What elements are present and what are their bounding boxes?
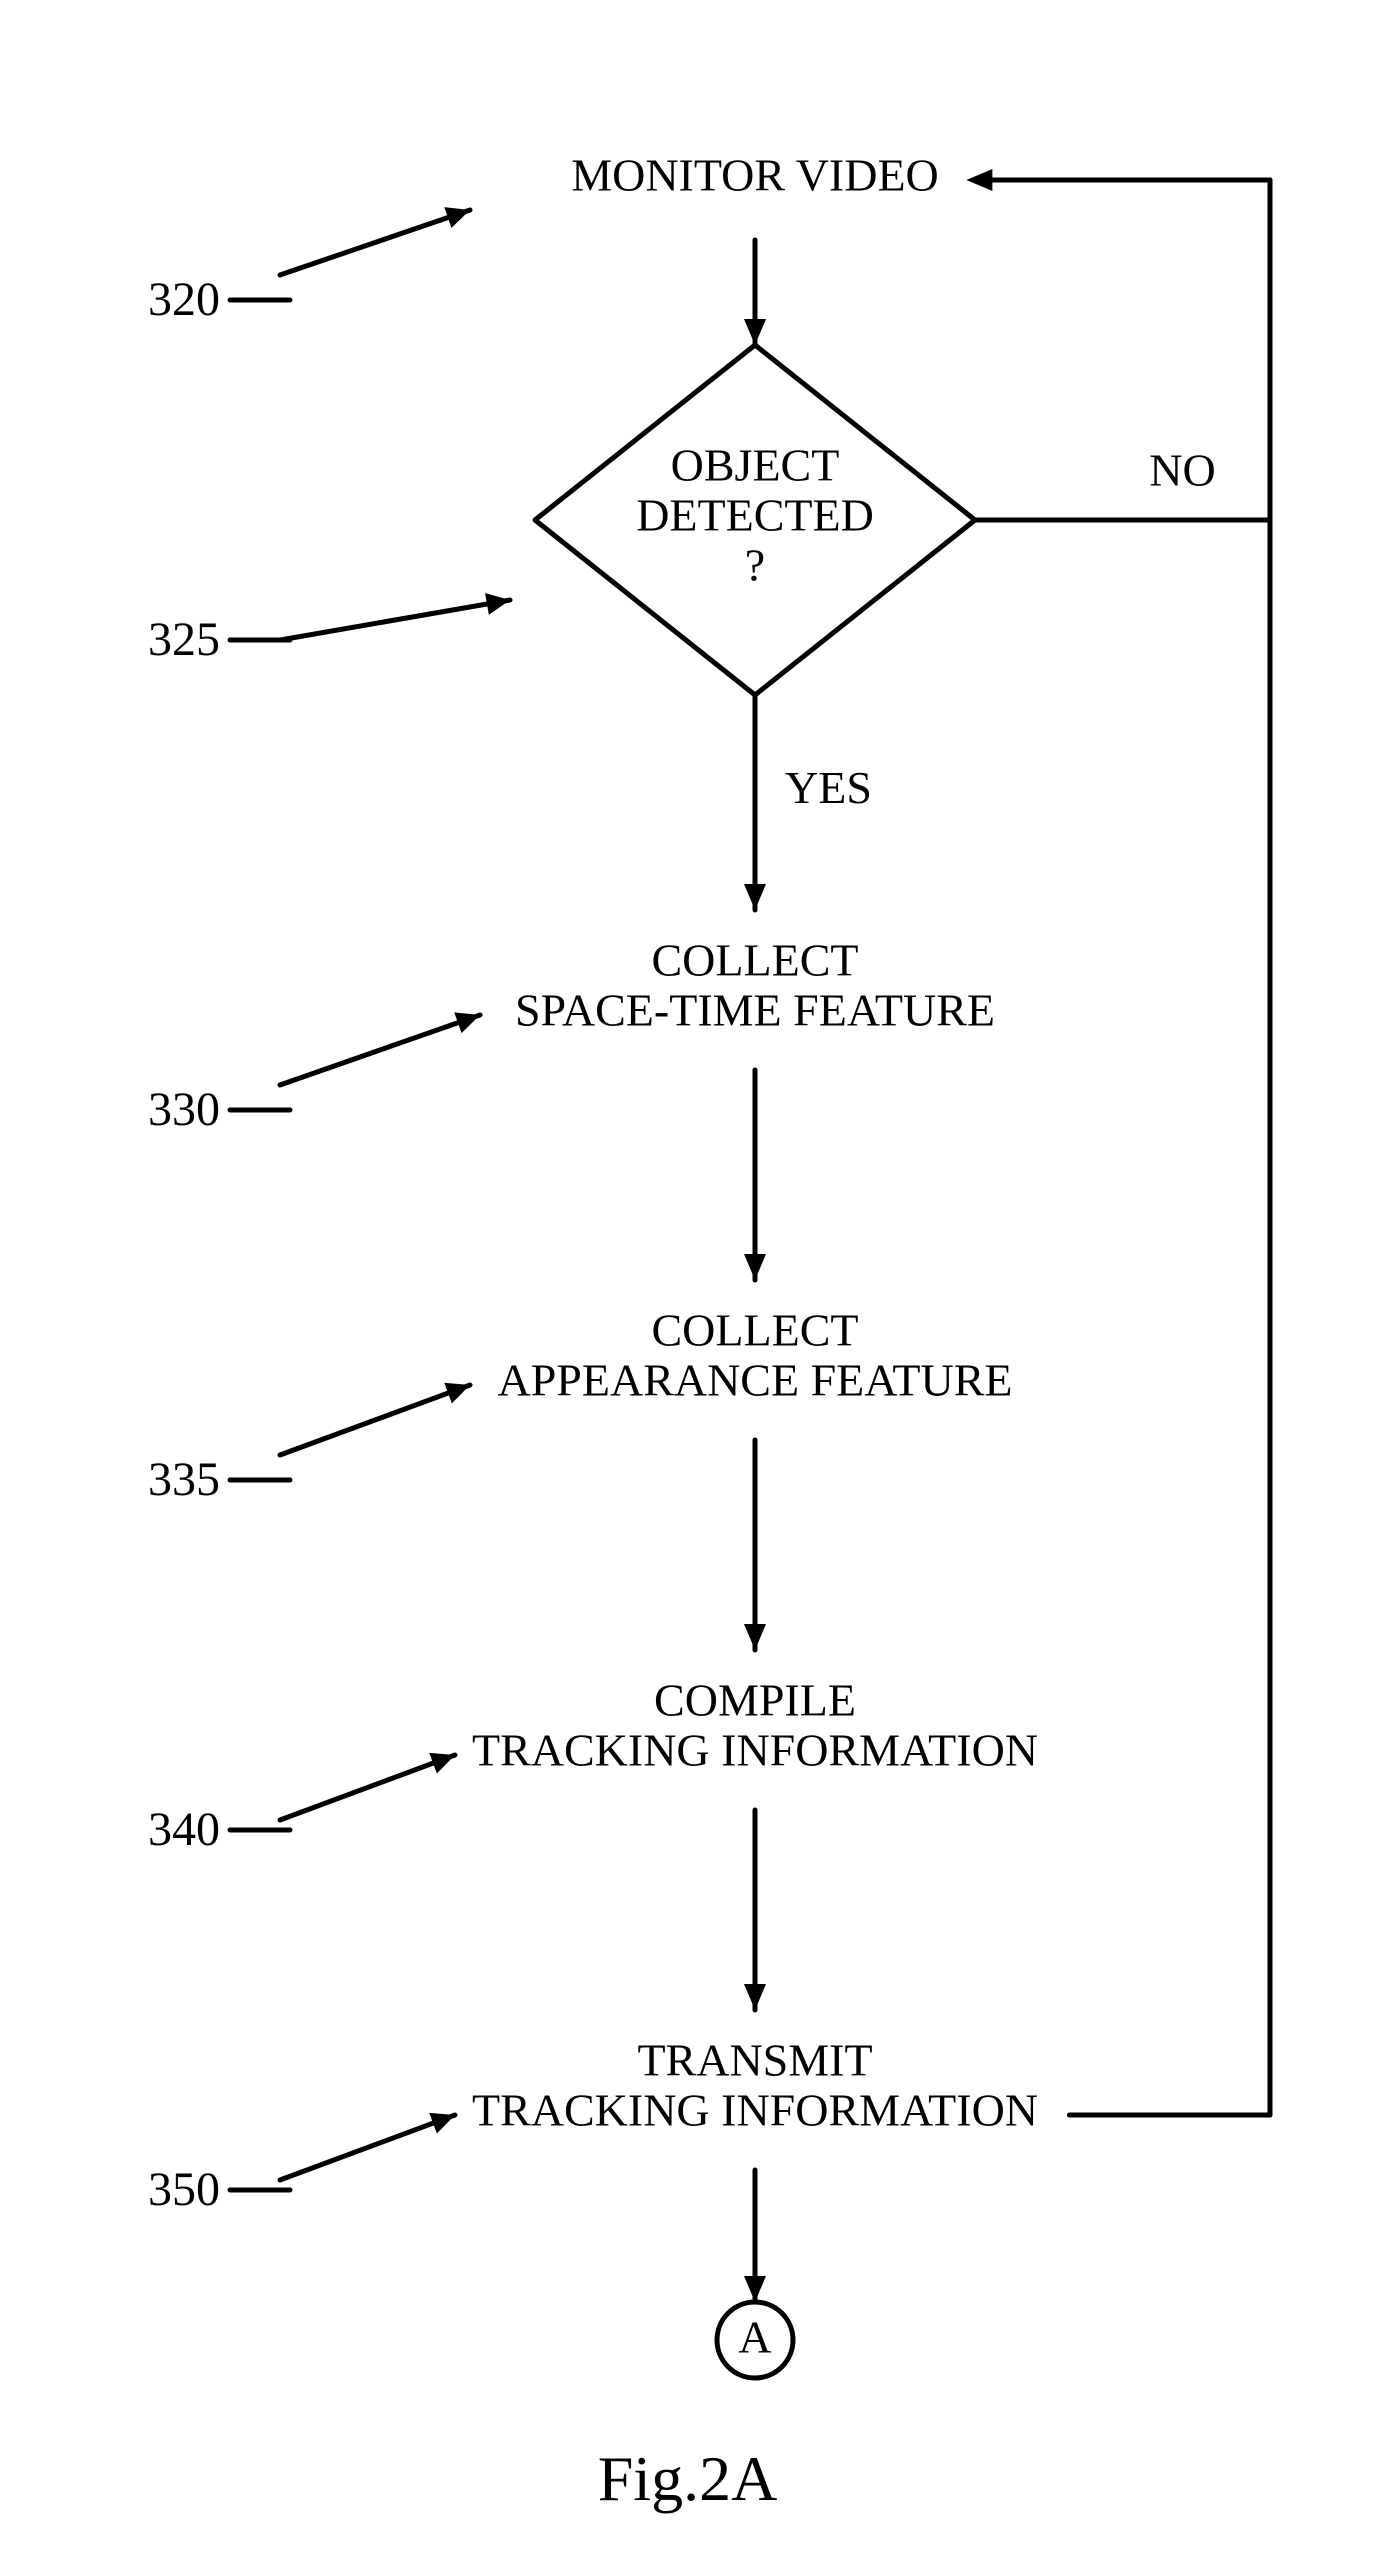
arrow-head: [966, 169, 992, 191]
node-n350: TRANSMITTRACKING INFORMATION: [472, 2035, 1038, 2136]
node-text: TRACKING INFORMATION: [472, 1725, 1038, 1776]
node-n325: OBJECTDETECTED?: [535, 345, 975, 695]
edge-label-no: NO: [1149, 445, 1215, 496]
node-text: DETECTED: [636, 490, 874, 541]
node-text: COLLECT: [652, 1305, 859, 1356]
edge: [280, 210, 470, 275]
node-n340: COMPILETRACKING INFORMATION: [472, 1675, 1038, 1776]
edge: [280, 1755, 455, 1820]
connector-label: A: [738, 2312, 771, 2363]
node-text: COLLECT: [652, 935, 859, 986]
node-text: OBJECT: [671, 440, 840, 491]
arrow-head: [744, 2276, 766, 2302]
node-text: SPACE-TIME FEATURE: [515, 985, 995, 1036]
edge: [280, 600, 510, 640]
edge: [280, 1015, 480, 1085]
ref-number: 335: [148, 1453, 220, 1506]
ref-arrow-head: [454, 1012, 480, 1033]
node-text: APPEARANCE FEATURE: [497, 1355, 1012, 1406]
ref-number: 350: [148, 2163, 220, 2216]
node-n330: COLLECTSPACE-TIME FEATURE: [515, 935, 995, 1036]
node-text: TRANSMIT: [637, 2035, 872, 2086]
ref-number: 340: [148, 1803, 220, 1856]
ref-arrow-head: [429, 2113, 455, 2134]
node-text: TRACKING INFORMATION: [472, 2085, 1038, 2136]
arrow-head: [744, 1624, 766, 1650]
node-n320: MONITOR VIDEO: [571, 150, 939, 201]
node-text: COMPILE: [654, 1675, 856, 1726]
node-nA: A: [717, 2302, 793, 2378]
ref-arrow-head: [444, 1383, 470, 1404]
figure-caption: Fig.2A: [598, 2443, 778, 2514]
ref-arrow-head: [429, 1753, 455, 1774]
node-n335: COLLECTAPPEARANCE FEATURE: [497, 1305, 1012, 1406]
ref-number: 320: [148, 273, 220, 326]
ref-number: 330: [148, 1083, 220, 1136]
arrow-head: [744, 1254, 766, 1280]
node-text: MONITOR VIDEO: [571, 150, 939, 201]
edge: [280, 2115, 455, 2180]
edge-label: YES: [785, 762, 872, 813]
ref-arrow-head: [485, 593, 510, 615]
arrow-head: [744, 1984, 766, 2010]
arrow-head: [744, 319, 766, 345]
edge: [280, 1385, 470, 1455]
ref-number: 325: [148, 613, 220, 666]
arrow-head: [744, 884, 766, 910]
node-text: ?: [745, 540, 765, 591]
ref-arrow-head: [444, 207, 470, 228]
